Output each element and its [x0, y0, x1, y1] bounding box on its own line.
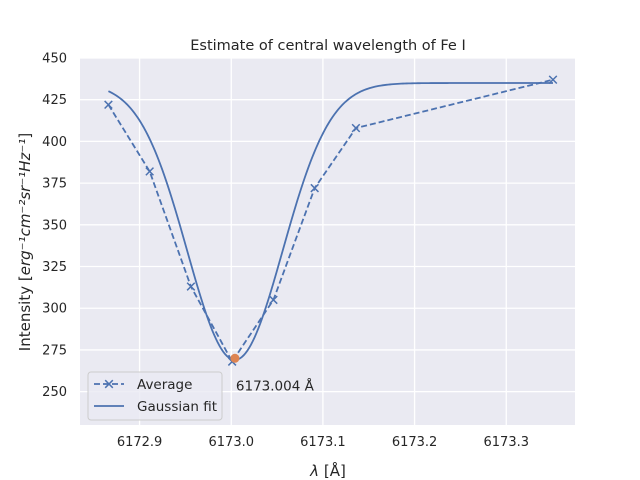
data-point-marker: [269, 295, 278, 305]
x-axis-label: λ [Å]: [309, 461, 346, 480]
y-tick-label: 350: [42, 218, 67, 233]
y-axis-suffix: ]: [16, 133, 34, 139]
x-tick-label: 6173.0: [209, 435, 255, 450]
x-tick-label: 6173.3: [484, 435, 530, 450]
x-tick-label: 6173.2: [392, 435, 438, 450]
y-axis-units: erg⁻¹cm⁻²sr⁻¹Hz⁻¹: [16, 139, 34, 276]
marker-stroke: [145, 167, 154, 176]
legend: Average Gaussian fit: [87, 371, 223, 421]
data-point-marker: [351, 123, 361, 133]
marker-stroke: [269, 295, 278, 305]
legend-marker: [104, 379, 114, 389]
annotation-label: 6173.004 Å: [236, 377, 315, 394]
series-gaussian-fit-line: [108, 82, 553, 361]
data-point-marker: [186, 282, 196, 291]
y-tick-label: 425: [42, 93, 67, 108]
series-average-line: [107, 78, 554, 364]
y-tick-label: 250: [42, 385, 67, 400]
y-tick-label: 400: [42, 135, 67, 150]
chart-title: Estimate of central wavelength of Fe I: [190, 38, 466, 54]
y-tick-label: 375: [42, 177, 67, 192]
x-tick-label: 6173.1: [300, 435, 346, 450]
marker-stroke: [310, 183, 319, 193]
y-tick-label: 275: [42, 343, 67, 358]
y-tick-labels: 250 275 300 325 350 375 400 425 450: [42, 52, 67, 401]
x-axis-symbol: λ: [309, 462, 319, 480]
x-axis-unit: [Å]: [324, 461, 346, 480]
x-tick-labels: 6172.9 6173.0 6173.1 6173.2 6173.3: [117, 435, 529, 450]
data-point-marker: [104, 100, 113, 110]
marker-stroke: [186, 282, 196, 291]
y-axis-label: Intensity [erg⁻¹cm⁻²sr⁻¹Hz⁻¹]: [16, 133, 34, 351]
y-tick-label: 325: [42, 260, 67, 275]
plot-background: [80, 58, 575, 425]
y-tick-label: 450: [42, 52, 67, 67]
annotation: 6173.004 Å: [230, 353, 315, 394]
legend-label: Average: [137, 377, 192, 393]
x-tick-label: 6172.9: [117, 435, 163, 450]
y-tick-label: 300: [42, 302, 67, 317]
y-axis-prefix: Intensity [: [16, 275, 34, 351]
data-point-marker: [310, 183, 319, 193]
marker-stroke: [104, 100, 113, 110]
legend-label: Gaussian fit: [137, 399, 217, 415]
minimum-point-marker: [230, 353, 240, 363]
data-point-marker: [145, 167, 154, 176]
marker-stroke: [351, 123, 361, 133]
